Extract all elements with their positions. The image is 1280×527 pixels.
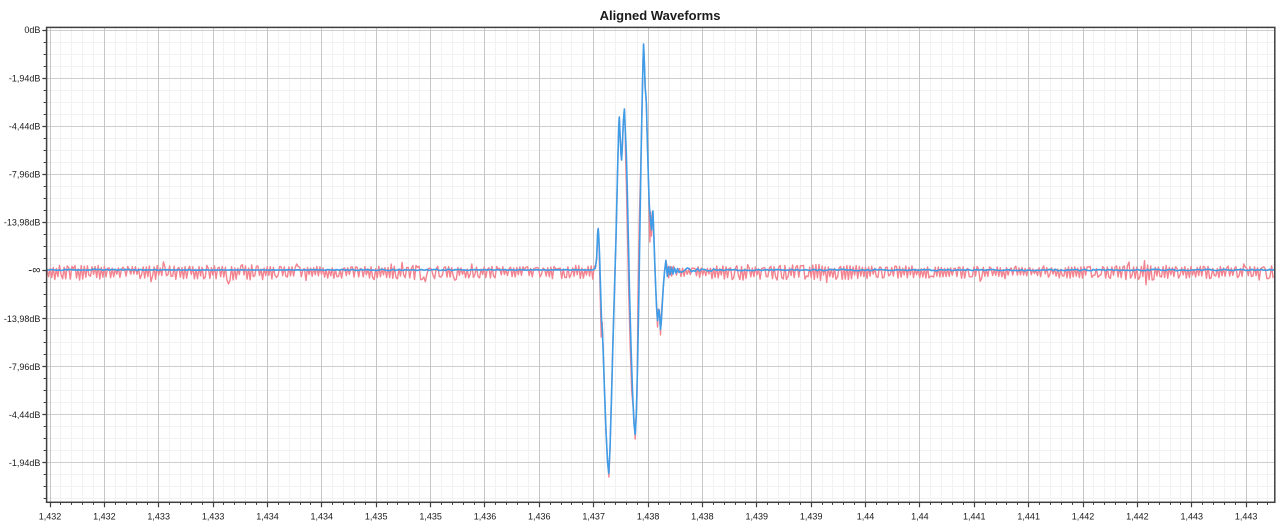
svg-text:1,439: 1,439 [746,512,769,522]
svg-text:1,433: 1,433 [202,512,225,522]
svg-text:1,434: 1,434 [311,512,334,522]
svg-text:-7,96dB: -7,96dB [9,362,41,372]
svg-text:1,441: 1,441 [963,512,986,522]
svg-text:1,442: 1,442 [1072,512,1095,522]
svg-text:1,432: 1,432 [39,512,62,522]
svg-text:1,434: 1,434 [256,512,279,522]
svg-text:-7,96dB: -7,96dB [9,170,41,180]
svg-text:1,436: 1,436 [528,512,551,522]
svg-text:-4,44dB: -4,44dB [9,121,41,131]
svg-text:1,439: 1,439 [800,512,823,522]
svg-text:-1,94dB: -1,94dB [9,73,41,83]
svg-text:1,436: 1,436 [474,512,497,522]
svg-text:-4,44dB: -4,44dB [9,410,41,420]
svg-text:1,437: 1,437 [582,512,605,522]
svg-text:1,441: 1,441 [1017,512,1040,522]
svg-text:1,443: 1,443 [1235,512,1258,522]
svg-text:-1,94dB: -1,94dB [9,458,41,468]
svg-text:1,442: 1,442 [1126,512,1149,522]
svg-text:1,44: 1,44 [857,512,875,522]
svg-text:1,438: 1,438 [691,512,714,522]
svg-text:1,438: 1,438 [637,512,660,522]
svg-text:Aligned Waveforms: Aligned Waveforms [600,8,721,23]
svg-text:-13,98dB: -13,98dB [4,314,41,324]
svg-text:1,435: 1,435 [419,512,442,522]
svg-text:1,433: 1,433 [147,512,170,522]
svg-text:0dB: 0dB [24,25,40,35]
svg-text:1,44: 1,44 [911,512,929,522]
svg-text:1,432: 1,432 [93,512,116,522]
svg-text:-∞: -∞ [28,265,40,277]
svg-text:1,443: 1,443 [1181,512,1204,522]
svg-text:-13,98dB: -13,98dB [4,218,41,228]
svg-text:1,435: 1,435 [365,512,388,522]
